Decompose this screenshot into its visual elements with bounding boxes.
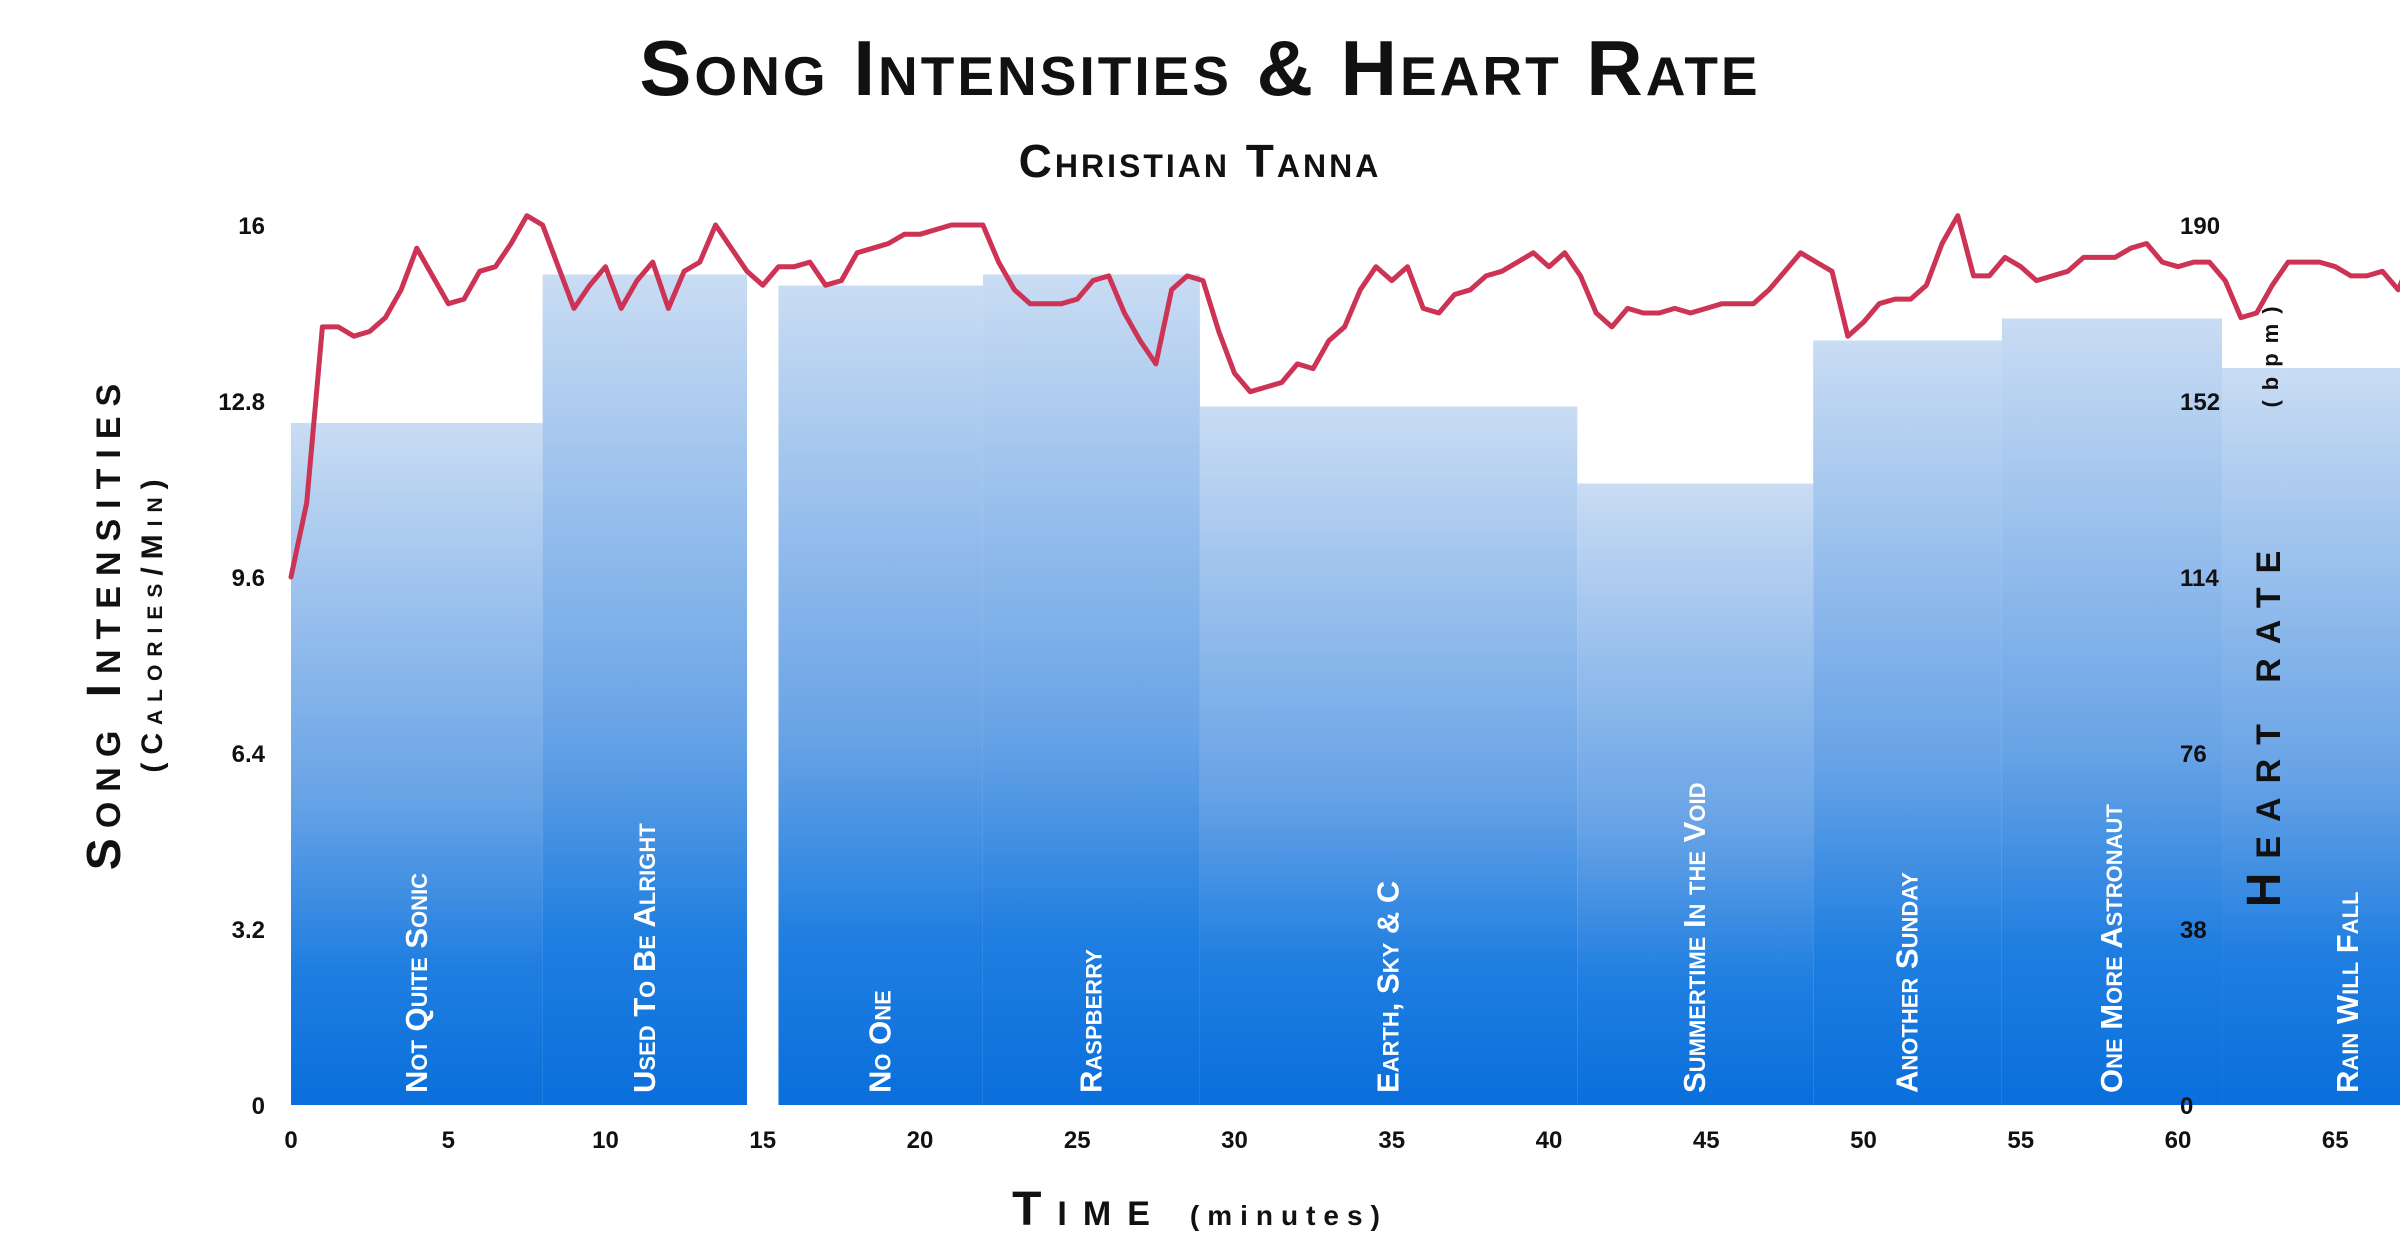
- x-axis-title: Time (minutes): [1012, 1183, 1388, 1236]
- x-tick-label: 25: [1064, 1127, 1091, 1154]
- song-bar: [2001, 318, 2223, 1105]
- y2-axis-ticks: 0 38 76 114 152 190: [2180, 213, 2220, 1120]
- chart-subtitle: Christian Tanna: [1019, 135, 1382, 187]
- song-bar: [1577, 483, 1814, 1105]
- x-axis-unit: (minutes): [1190, 1200, 1388, 1231]
- x-tick-label: 0: [284, 1127, 297, 1154]
- y2-axis-title-group: (bpm) Heart rate: [2238, 296, 2291, 907]
- y-tick-label: 3.2: [232, 917, 265, 944]
- song-bar: [1813, 340, 2002, 1105]
- y2-tick-label: 0: [2180, 1093, 2193, 1120]
- y-tick-label: 9.6: [232, 565, 265, 592]
- song-label: One More Astronaut: [2094, 804, 2129, 1093]
- song-bar: [291, 423, 543, 1105]
- x-tick-label: 50: [1850, 1127, 1877, 1154]
- song-bar: [2222, 368, 2400, 1105]
- song-bar: [778, 285, 983, 1105]
- x-axis-title-text: Time: [1012, 1183, 1166, 1236]
- y2-axis-unit: (bpm): [2258, 296, 2283, 407]
- y2-tick-label: 38: [2180, 917, 2207, 944]
- y-axis-unit: (Calories/Min): [136, 471, 169, 772]
- y2-tick-label: 114: [2180, 565, 2219, 592]
- x-tick-label: 45: [1693, 1127, 1720, 1154]
- song-bar: [542, 274, 748, 1105]
- x-tick-label: 15: [749, 1127, 776, 1154]
- x-tick-label: 40: [1536, 1127, 1563, 1154]
- song-label: Earth, Sky & C: [1371, 881, 1406, 1093]
- y2-axis-title: Heart rate: [2238, 537, 2291, 908]
- song-label: Another Sunday: [1890, 872, 1925, 1093]
- y-tick-label: 12.8: [218, 389, 265, 416]
- heart-rate-line: [288, 213, 2400, 580]
- x-tick-label: 10: [592, 1127, 619, 1154]
- y-axis-title-group: Song Intensities (Calories/Min): [78, 374, 169, 870]
- song-label: Rain Will Fall: [2330, 892, 2365, 1093]
- x-tick-label: 5: [442, 1127, 455, 1154]
- song-bar: [1199, 406, 1578, 1105]
- y-tick-label: 16: [238, 213, 265, 240]
- y2-tick-label: 190: [2180, 213, 2220, 240]
- y-axis-title: Song Intensities: [78, 374, 131, 870]
- y2-tick-label: 76: [2180, 741, 2207, 768]
- x-tick-label: 55: [2007, 1127, 2034, 1154]
- song-labels-group: Not Quite Sonic Used To Be Alright No One R…: [399, 783, 2365, 1093]
- song-label: Summertime In the Void: [1677, 783, 1712, 1093]
- song-label: No One: [863, 990, 898, 1093]
- y2-tick-label: 152: [2180, 389, 2220, 416]
- song-label: Raspberry: [1073, 949, 1108, 1093]
- y-axis-ticks: 0 3.2 6.4 9.6 12.8 16: [218, 213, 265, 1120]
- heart-rate-group: [288, 213, 2400, 580]
- x-tick-label: 60: [2165, 1127, 2192, 1154]
- x-tick-label: 35: [1378, 1127, 1405, 1154]
- song-bar: [982, 274, 1200, 1105]
- song-label: Used To Be Alright: [627, 823, 662, 1093]
- bars-group: [291, 274, 2400, 1105]
- x-axis-ticks: 051015202530354045505560657075808589: [284, 1127, 2349, 1154]
- y-tick-label: 0: [252, 1093, 265, 1120]
- y-tick-label: 6.4: [232, 741, 266, 768]
- chart-title: Song Intensities & Heart Rate: [639, 24, 1760, 112]
- song-label: Not Quite Sonic: [399, 873, 434, 1093]
- x-tick-label: 20: [907, 1127, 934, 1154]
- x-tick-label: 30: [1221, 1127, 1248, 1154]
- x-tick-label: 65: [2322, 1127, 2349, 1154]
